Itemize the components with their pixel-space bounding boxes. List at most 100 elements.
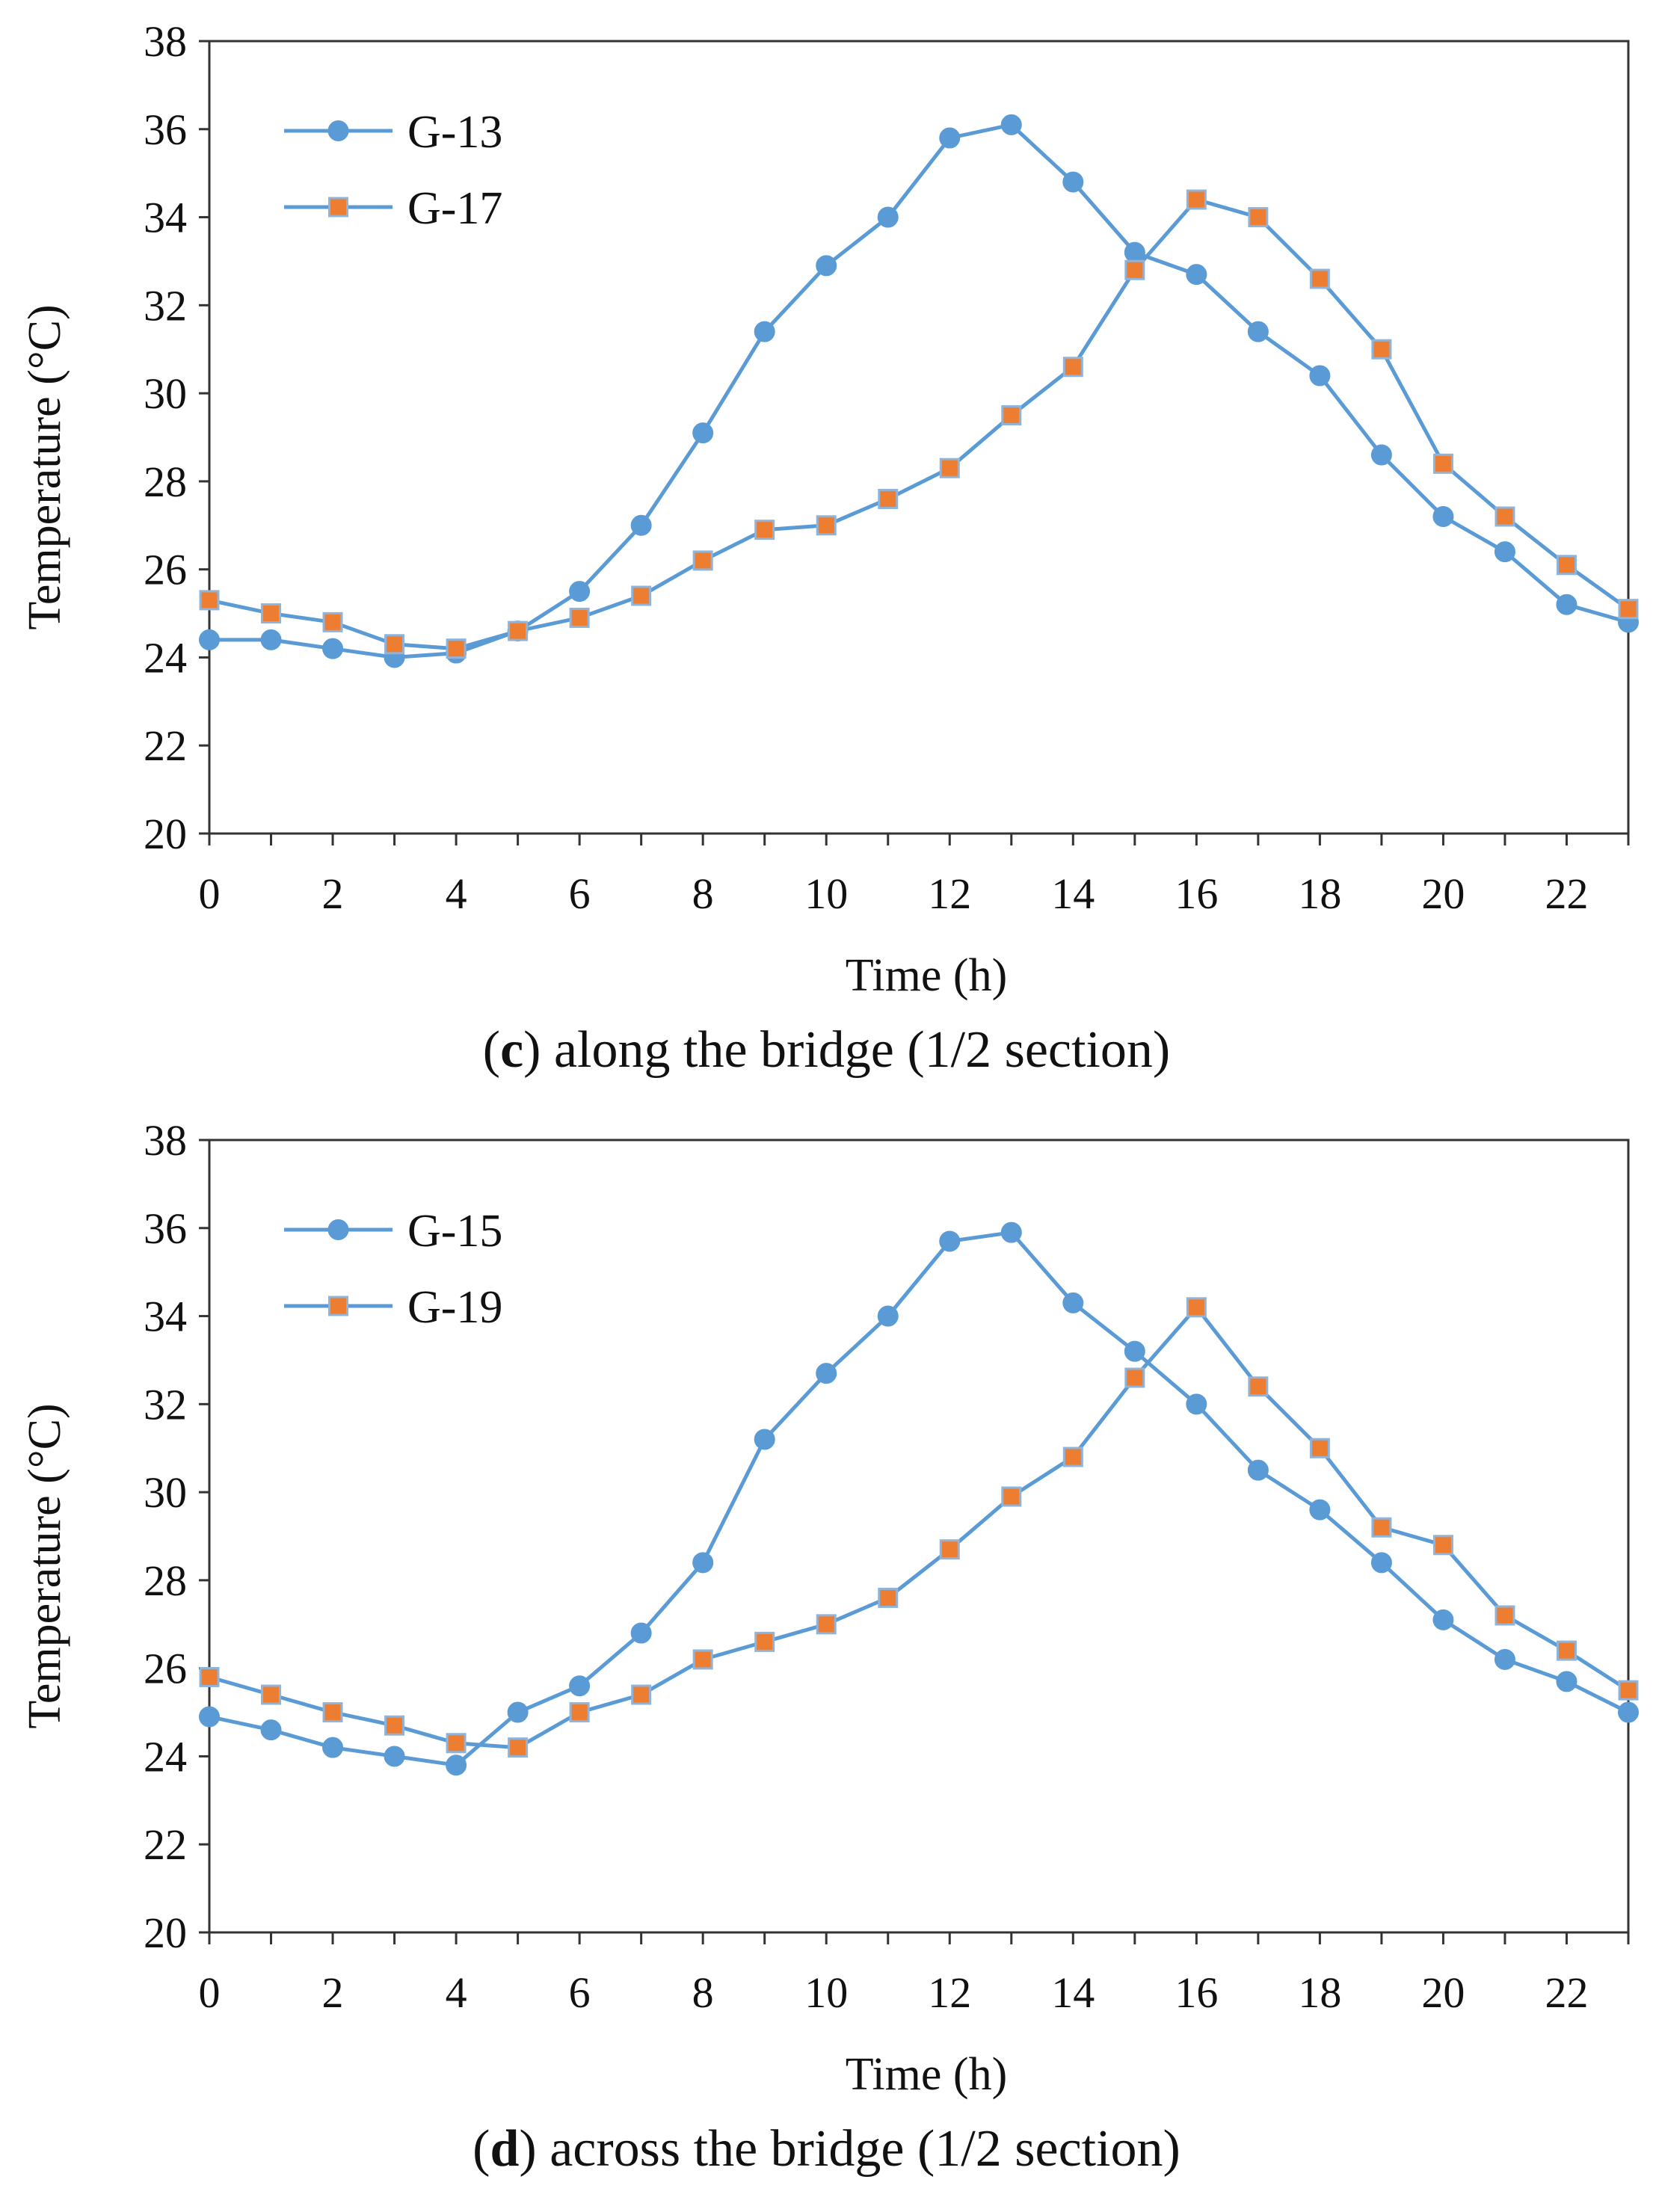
point-g-19-h23 xyxy=(1618,1680,1639,1701)
y-tick-label-d-38: 38 xyxy=(144,1116,187,1165)
x-tick-label-c-14: 14 xyxy=(1051,869,1095,918)
point-g-15-h11 xyxy=(877,1305,899,1327)
point-g-17-h6 xyxy=(569,607,590,628)
caption-c-text: ) along the bridge (1/2 section) xyxy=(523,1021,1171,1079)
x-tick-label-c-12: 12 xyxy=(928,869,971,918)
point-g-17-h19 xyxy=(1371,339,1392,360)
x-axis-label-c: Time (h) xyxy=(846,950,1007,1001)
point-g-17-h2 xyxy=(322,611,343,632)
legend-label-g-13: G-13 xyxy=(407,107,502,158)
point-g-19-h11 xyxy=(878,1587,899,1608)
point-g-17-h1 xyxy=(261,603,282,624)
point-g-17-h14 xyxy=(1062,357,1083,378)
point-g-15-h4 xyxy=(446,1754,467,1776)
point-g-19-h17 xyxy=(1248,1376,1269,1397)
legend-marker-g-13 xyxy=(327,120,349,141)
point-g-15-h9 xyxy=(754,1429,775,1450)
x-tick-label-d-18: 18 xyxy=(1298,1968,1341,2017)
caption-c: (c) along the bridge (1/2 section) xyxy=(482,1021,1171,1079)
point-g-17-h12 xyxy=(939,458,960,478)
point-g-19-h5 xyxy=(508,1737,529,1758)
point-g-15-h21 xyxy=(1494,1648,1515,1670)
point-g-17-h17 xyxy=(1248,207,1269,228)
point-g-13-h13 xyxy=(1000,114,1022,135)
point-g-19-h1 xyxy=(261,1684,282,1705)
point-g-17-h22 xyxy=(1556,555,1577,576)
y-tick-label-c-32: 32 xyxy=(144,281,187,330)
point-g-13-h7 xyxy=(630,514,652,536)
point-g-15-h23 xyxy=(1618,1701,1639,1723)
x-tick-label-c-2: 2 xyxy=(322,869,344,918)
point-g-19-h9 xyxy=(754,1631,775,1652)
x-tick-label-d-12: 12 xyxy=(928,1968,971,2017)
point-g-17-h7 xyxy=(631,585,652,606)
point-g-17-h10 xyxy=(816,515,837,536)
point-g-15-h20 xyxy=(1432,1609,1454,1630)
point-g-13-h9 xyxy=(754,321,775,342)
point-g-13-h12 xyxy=(939,127,961,149)
point-g-19-h8 xyxy=(692,1649,713,1670)
plot-frame-c xyxy=(208,40,1630,835)
point-g-17-h4 xyxy=(446,638,467,659)
point-g-17-h16 xyxy=(1186,189,1207,210)
x-tick-label-d-8: 8 xyxy=(692,1968,714,2017)
caption-c-letter: c xyxy=(500,1021,524,1079)
x-tick-label-d-20: 20 xyxy=(1421,1968,1465,2017)
point-g-19-h18 xyxy=(1309,1438,1330,1458)
point-g-13-h22 xyxy=(1556,594,1577,615)
x-tick-label-c-20: 20 xyxy=(1421,869,1465,918)
point-g-13-h10 xyxy=(816,255,837,277)
point-g-19-h10 xyxy=(816,1614,837,1635)
point-g-17-h9 xyxy=(754,520,775,540)
x-tick-label-d-10: 10 xyxy=(804,1968,848,2017)
y-tick-label-d-22: 22 xyxy=(144,1820,187,1869)
point-g-15-h5 xyxy=(507,1701,529,1723)
x-tick-label-c-8: 8 xyxy=(692,869,714,918)
point-g-13-h8 xyxy=(692,422,714,444)
y-tick-label-d-26: 26 xyxy=(144,1645,187,1693)
legend-label-g-15: G-15 xyxy=(407,1206,502,1257)
point-g-17-h23 xyxy=(1618,599,1639,620)
point-g-17-h11 xyxy=(878,488,899,509)
caption-d-letter: d xyxy=(490,2120,520,2178)
point-g-13-h20 xyxy=(1432,506,1454,527)
chart-panel-c: 20 22 24 26 28 30 32 34 36 38 0 2 4 6 8 10 12 14 16 18 20 22 T… xyxy=(0,0,1653,1047)
point-g-13-h19 xyxy=(1370,444,1392,466)
y-tick-label-c-34: 34 xyxy=(144,194,187,242)
point-g-19-h20 xyxy=(1432,1535,1453,1556)
y-tick-label-c-30: 30 xyxy=(144,369,187,418)
plot-frame-d xyxy=(208,1139,1630,1934)
x-tick-label-d-22: 22 xyxy=(1545,1968,1588,2017)
x-tick-label-c-0: 0 xyxy=(199,869,221,918)
y-tick-label-c-28: 28 xyxy=(144,458,187,506)
point-g-15-h22 xyxy=(1556,1671,1577,1692)
x-tick-label-c-4: 4 xyxy=(446,869,467,918)
point-g-15-h12 xyxy=(939,1230,961,1252)
point-g-15-h13 xyxy=(1000,1221,1022,1243)
x-tick-label-c-16: 16 xyxy=(1175,869,1218,918)
y-tick-label-d-32: 32 xyxy=(144,1380,187,1429)
point-g-15-h1 xyxy=(260,1719,282,1741)
point-g-19-h2 xyxy=(322,1702,343,1723)
x-tick-label-d-0: 0 xyxy=(199,1968,221,2017)
point-g-17-h5 xyxy=(508,620,529,641)
legend-marker-g-15 xyxy=(327,1219,349,1240)
legend-marker-g-19 xyxy=(328,1296,348,1316)
legend-label-g-17: G-17 xyxy=(407,183,502,234)
y-tick-label-c-24: 24 xyxy=(144,633,187,682)
y-tick-label-d-28: 28 xyxy=(144,1556,187,1605)
point-g-13-h21 xyxy=(1494,541,1515,563)
point-g-17-h18 xyxy=(1309,268,1330,289)
point-g-19-h0 xyxy=(199,1666,220,1687)
point-g-13-h18 xyxy=(1309,365,1331,386)
point-g-15-h14 xyxy=(1062,1292,1084,1313)
point-g-19-h13 xyxy=(1001,1486,1022,1507)
point-g-17-h0 xyxy=(199,590,220,611)
point-g-13-h14 xyxy=(1062,171,1084,193)
point-g-15-h15 xyxy=(1124,1340,1145,1362)
x-tick-label-d-14: 14 xyxy=(1051,1968,1095,2017)
point-g-19-h12 xyxy=(939,1539,960,1560)
point-g-19-h16 xyxy=(1186,1297,1207,1318)
chart-panel-d: 20 22 24 26 28 30 32 34 36 38 0 2 4 6 8 10 12 14 16 18 20 22 T… xyxy=(0,1099,1653,2145)
